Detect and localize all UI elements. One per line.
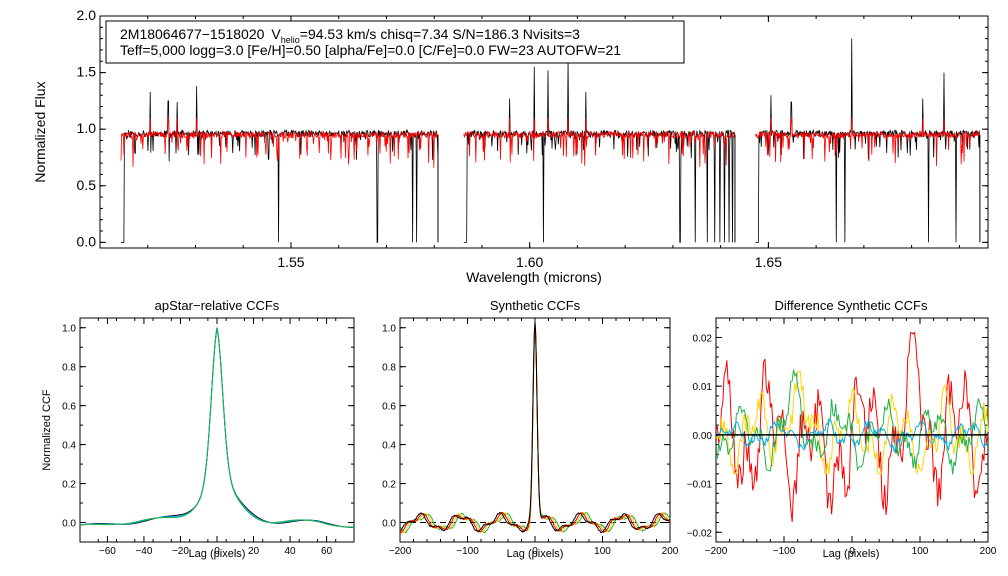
- star-id: 2M18064677−1518020: [120, 26, 265, 42]
- synthetic-ccf-x-tick-label: 200: [662, 546, 679, 557]
- synthetic-ccf-panel: Synthetic CCFs −200 −100 0 100 200 0.0 0.2 0.4 0…: [382, 298, 679, 560]
- spectrum-x-axis-label: Wavelength (microns): [466, 269, 602, 285]
- difference-ccf-y-tick-label: −0.01: [687, 480, 713, 491]
- model-spectrum-line: [120, 117, 438, 168]
- difference-ccf-y-tick-label: 0.01: [693, 382, 713, 393]
- difference-ccf-x-tick-label: 200: [980, 546, 997, 557]
- observed-spectrum-line: [463, 58, 736, 243]
- spectrum-x-tick-label: 1.65: [755, 254, 782, 270]
- difference-ccf-x-tick-label: 100: [912, 546, 929, 557]
- apstar-ccf-x-tick-label: −20: [172, 546, 189, 557]
- apstar-ccf-x-tick-label: 40: [285, 546, 297, 557]
- apstar-ccf-y-tick-label: 0.6: [62, 402, 76, 413]
- difference-ccf-axis-ticks: −200 −100 0 100 200 −0.02 −0.01 0.00 0.01 0.02: [687, 318, 997, 557]
- spectrum-stats: =94.53 km/s chisq=7.34 S/N=186.3 Nvisits…: [300, 26, 580, 42]
- spectrum-y-tick-label: 2.0: [77, 7, 97, 23]
- difference-ccf-line: [715, 371, 989, 475]
- apstar-ccf-y-tick-label: 0.4: [62, 441, 76, 452]
- synthetic-ccf-title: Synthetic CCFs: [490, 298, 581, 313]
- spectrum-plot-frame: [99, 15, 989, 249]
- difference-ccf-panel: Difference Synthetic CCFs −200 −100 0 100 20…: [687, 298, 997, 560]
- difference-ccf-x-tick-label: −200: [705, 546, 728, 557]
- model-spectrum-line: [755, 117, 980, 167]
- apstar-ccf-y-tick-label: 0.8: [62, 363, 76, 374]
- difference-ccf-line: [715, 418, 989, 453]
- apstar-ccf-y-tick-label: 1.0: [62, 324, 76, 335]
- synthetic-ccf-y-tick-label: 0.0: [382, 519, 396, 530]
- spectrum-y-axis-label: Normalized Flux: [32, 81, 48, 182]
- observed-spectrum-line: [121, 86, 439, 243]
- apstar-ccf-title: apStar−relative CCFs: [155, 298, 280, 313]
- synthetic-ccf-y-tick-label: 0.6: [382, 402, 396, 413]
- spectrum-x-tick-label: 1.60: [516, 254, 543, 270]
- difference-ccf-title: Difference Synthetic CCFs: [775, 298, 928, 313]
- synthetic-ccf-line: [399, 322, 671, 534]
- synthetic-ccf-frame: [399, 317, 671, 543]
- synthetic-ccf-x-tick-label: −100: [456, 546, 479, 557]
- apstar-ccf-y-tick-label: 0.0: [62, 519, 76, 530]
- spectrum-y-tick-label: 1.5: [77, 64, 97, 80]
- apstar-ccf-x-tick-label: 60: [321, 546, 333, 557]
- synthetic-ccf-y-tick-label: 1.0: [382, 324, 396, 335]
- difference-ccf-line: [715, 369, 989, 475]
- vhelio-symbol: V: [271, 26, 281, 42]
- apstar-ccf-line: [79, 328, 355, 528]
- synthetic-ccf-x-tick-label: 100: [594, 546, 611, 557]
- spectrum-axis-ticks: 1.55 1.60 1.65 0.0 0.5 1.0 1.5 2.0: [77, 7, 988, 270]
- apstar-ccf-line: [79, 328, 354, 528]
- synthetic-ccf-line: [399, 321, 671, 534]
- synthetic-ccf-y-tick-label: 0.2: [382, 480, 396, 491]
- synthetic-ccf-series: [399, 321, 671, 534]
- apstar-ccf-frame: [79, 317, 355, 543]
- info-box-line-1: 2M18064677−1518020 Vhelio=94.53 km/s chis…: [120, 26, 580, 45]
- apstar-ccf-x-tick-label: −40: [135, 546, 152, 557]
- spectrum-x-tick-label: 1.55: [277, 254, 304, 270]
- apstar-ccf-x-tick-label: −60: [99, 546, 116, 557]
- difference-ccf-x-tick-label: −100: [773, 546, 796, 557]
- apstar-ccf-y-tick-label: 0.2: [62, 480, 76, 491]
- difference-ccf-x-tick-label: 0: [849, 546, 855, 557]
- apstar-ccf-line: [79, 327, 355, 529]
- synthetic-ccf-line: [399, 329, 671, 534]
- model-spectrum-line: [463, 117, 736, 167]
- apstar-ccf-panel: apStar−relative CCFs −60 −40 −20 0 20 40 60 0.0…: [41, 298, 355, 560]
- difference-ccf-series: [715, 331, 989, 522]
- spectrum-y-tick-label: 0.0: [77, 233, 97, 249]
- synthetic-ccf-y-tick-label: 0.4: [382, 441, 396, 452]
- synthetic-ccf-y-tick-label: 0.8: [382, 363, 396, 374]
- difference-ccf-x-label: Lag (pixels): [823, 548, 880, 560]
- apstar-ccf-axis-ticks: −60 −40 −20 0 20 40 60 0.0 0.2 0.4 0.6 0.8 1.0: [62, 318, 355, 557]
- apstar-ccf-x-label: Lag (pixels): [189, 548, 246, 560]
- apstar-ccf-y-label: Normalized CCF: [41, 389, 53, 471]
- spectrum-panel: 1.55 1.60 1.65 0.0 0.5 1.0 1.5 2.0 Normalized F…: [32, 7, 989, 285]
- difference-ccf-y-tick-label: −0.02: [687, 528, 713, 539]
- synthetic-ccf-x-tick-label: 0: [532, 546, 538, 557]
- apstar-ccf-x-tick-label: 0: [214, 546, 220, 557]
- apstar-ccf-series: [79, 327, 355, 529]
- synthetic-ccf-x-tick-label: −200: [389, 546, 412, 557]
- apstar-ccf-x-tick-label: 20: [248, 546, 260, 557]
- spectrum-y-tick-label: 0.5: [77, 177, 97, 193]
- difference-ccf-y-tick-label: 0.02: [693, 333, 713, 344]
- synthetic-ccf-x-label: Lag (pixels): [507, 548, 564, 560]
- spectrum-series: [120, 38, 981, 243]
- spectrum-y-tick-label: 1.0: [77, 120, 97, 136]
- info-box-line-2: Teff=5,000 logg=3.0 [Fe/H]=0.50 [alpha/F…: [120, 42, 621, 58]
- synthetic-ccf-line: [399, 326, 671, 533]
- difference-ccf-y-tick-label: 0.00: [693, 431, 713, 442]
- info-box: [105, 20, 685, 64]
- synthetic-ccf-axis-ticks: −200 −100 0 100 200 0.0 0.2 0.4 0.6 0.8 1.0: [382, 318, 679, 557]
- vhelio-subscript: helio: [281, 35, 300, 45]
